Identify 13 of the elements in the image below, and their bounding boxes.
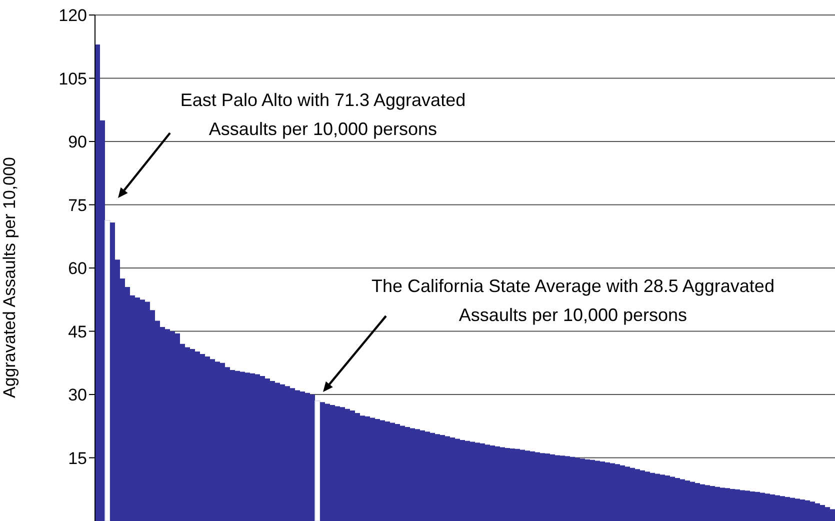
y-tick-label: 120	[58, 6, 87, 26]
bar	[314, 400, 320, 521]
y-tick-label: 60	[68, 259, 87, 278]
y-tick-label: 90	[68, 132, 87, 152]
bar	[104, 220, 110, 521]
y-tick-label: 105	[58, 69, 87, 88]
y-tick-label: 15	[68, 448, 87, 468]
y-tick-label: 30	[68, 386, 87, 405]
y-axis-title: Aggravated Assaults per 10,000	[0, 157, 20, 398]
y-tick-label: 45	[68, 322, 87, 342]
annotation: East Palo Alto with 71.3 Aggravated Assaults per 10,000 persons	[179, 89, 467, 141]
annotation: The California State Average with 28.5 Aggravated Assaults per 10,000 persons	[370, 275, 776, 327]
y-tick-label: 75	[68, 196, 87, 215]
